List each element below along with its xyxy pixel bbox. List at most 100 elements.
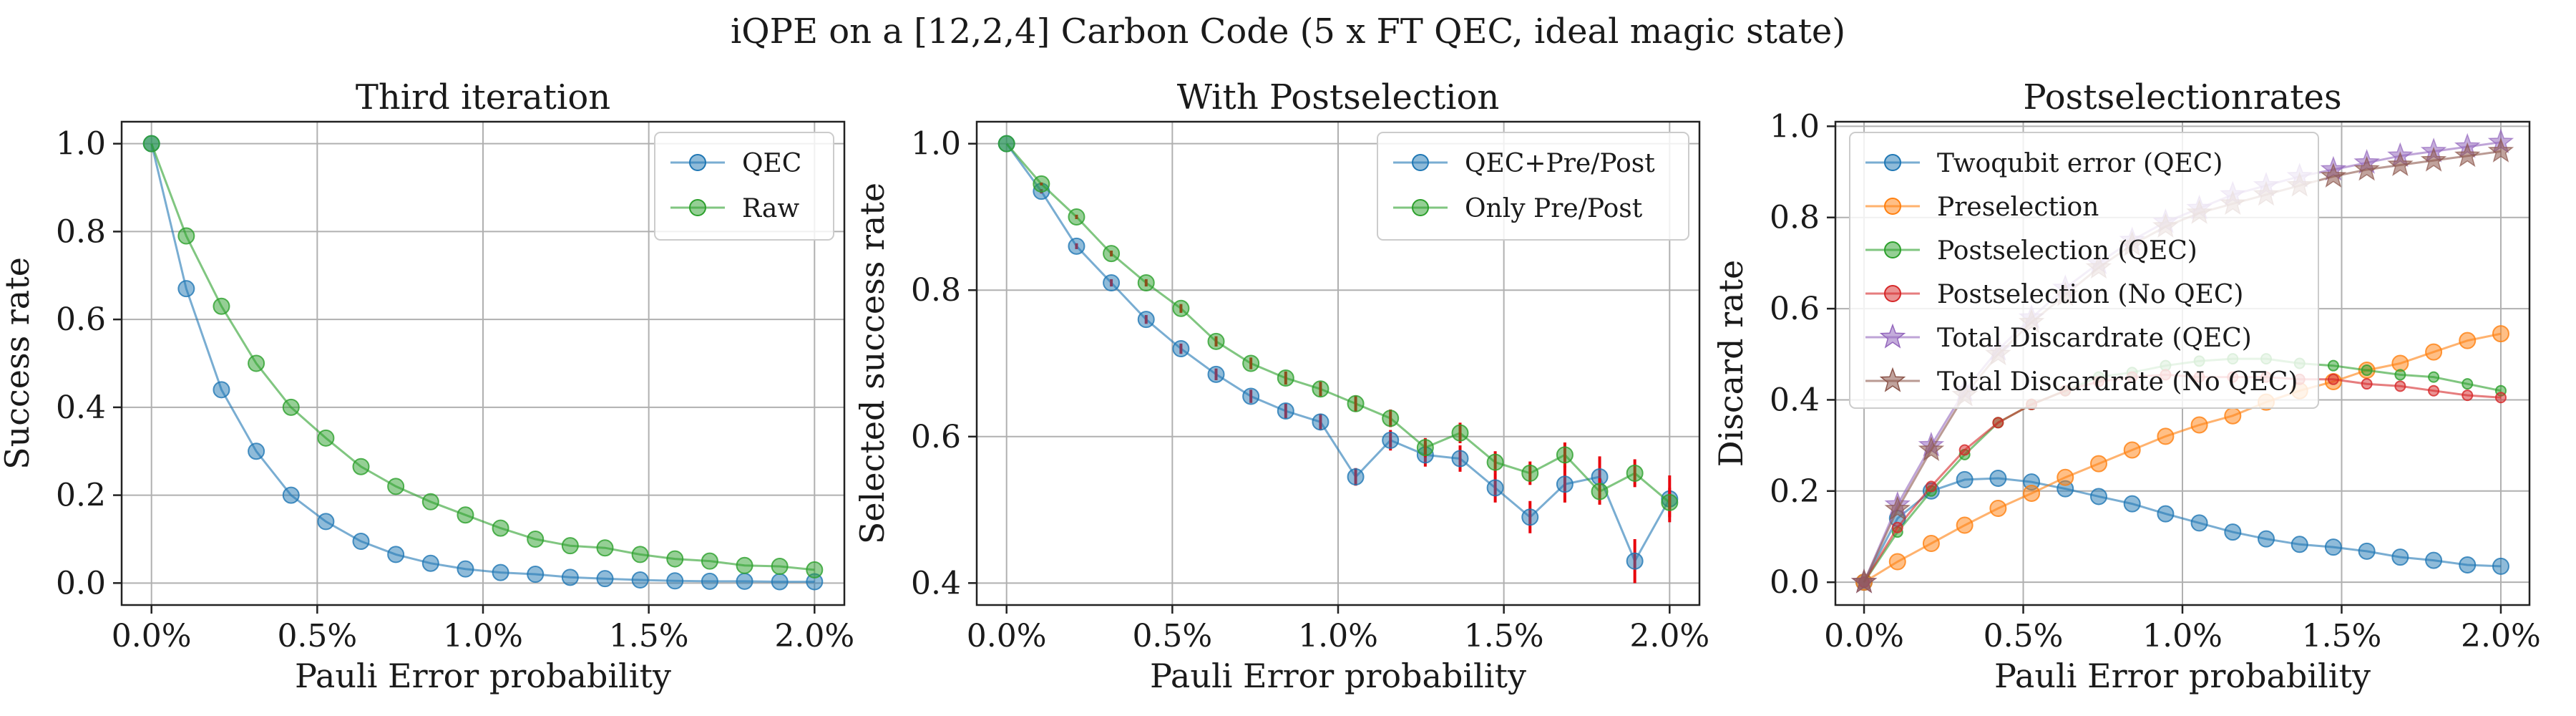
y-tick-label: 0.0 [1770, 564, 1820, 601]
legend-label: Postselection (No QEC) [1937, 280, 2243, 309]
data-point [2224, 407, 2242, 425]
data-point [1172, 299, 1190, 317]
data-point [177, 280, 195, 298]
y-tick-label: 0.2 [1770, 473, 1820, 510]
data-point [1451, 424, 1469, 442]
figure-suptitle: iQPE on a [12,2,4] Carbon Code (5 x FT Q… [731, 11, 1845, 52]
data-point [2320, 163, 2347, 188]
x-tick-label: 1.0% [1298, 618, 1378, 654]
data-point [1207, 332, 1225, 350]
data-point [2454, 142, 2481, 168]
data-point [1992, 417, 2004, 429]
data-point [2258, 530, 2275, 548]
legend-label: Only Pre/Post [1465, 194, 1643, 223]
plot-frame [1834, 120, 2531, 606]
data-point [2428, 371, 2440, 383]
series-only-pre-post [997, 135, 1679, 518]
data-point [527, 530, 545, 548]
y-tick-label: 0.6 [1770, 291, 1820, 327]
legend-frame [1849, 132, 2319, 409]
data-point [2428, 384, 2440, 397]
legend-marker [1412, 199, 1429, 216]
legend-item: Raw [670, 194, 799, 223]
data-point [1956, 470, 1974, 488]
x-tick-label: 2.0% [774, 618, 854, 654]
data-point [1033, 175, 1050, 193]
data-point [666, 550, 684, 568]
legend-label: Preselection [1937, 193, 2099, 222]
data-point [631, 546, 649, 563]
data-point [596, 570, 614, 588]
data-point [2290, 536, 2308, 553]
data-point [771, 558, 789, 575]
data-point [1486, 453, 1504, 471]
legend-marker [689, 154, 706, 171]
legend-frame [1377, 132, 1689, 241]
data-point [317, 513, 335, 531]
data-point [2224, 523, 2242, 541]
data-point [421, 493, 439, 511]
data-point [1850, 569, 1878, 594]
data-point [771, 573, 789, 591]
data-point [1891, 521, 1903, 533]
panel-title: Postselectionrates [2023, 77, 2341, 117]
data-point [457, 506, 474, 524]
data-point [2190, 416, 2208, 434]
data-point [2361, 364, 2373, 377]
data-point [2391, 354, 2409, 372]
data-point [2023, 484, 2041, 502]
series-qec [142, 135, 824, 591]
data-point [2492, 325, 2509, 343]
data-point [1661, 493, 1679, 511]
x-tick-label: 2.0% [2461, 618, 2541, 654]
data-point [1068, 208, 1085, 226]
data-point [2394, 380, 2406, 392]
x-tick-label: 0.0% [967, 618, 1047, 654]
x-axis-label: Pauli Error probability [1150, 657, 1526, 695]
legend-label: Raw [742, 194, 799, 223]
y-tick-label: 0.8 [911, 272, 961, 309]
data-point [492, 563, 509, 581]
data-point [2459, 332, 2477, 349]
legend-item: Only Pre/Post [1393, 194, 1643, 223]
legend-marker [1412, 154, 1429, 171]
data-point [561, 569, 579, 586]
panel-with-postselection: With Postselection 0.0% 0.5% 1.0% 1.5% 2.0% 0.… [853, 77, 1709, 695]
data-point [2190, 514, 2208, 532]
data-point [1382, 410, 1400, 427]
x-tick-label: 1.0% [2142, 618, 2223, 654]
plot-frame [975, 120, 1701, 606]
data-point [2361, 378, 2373, 390]
legend-label: Total Discardrate (No QEC) [1937, 367, 2298, 397]
data-point [1521, 508, 1539, 526]
data-point [1382, 431, 1400, 449]
data-point [2157, 505, 2175, 523]
data-point [2420, 146, 2447, 172]
data-point [2387, 151, 2414, 176]
x-tick-label: 1.5% [2302, 618, 2382, 654]
legend-label: QEC [742, 149, 801, 178]
data-point [1347, 468, 1365, 486]
legend-marker [1884, 285, 1901, 302]
data-point [2487, 137, 2514, 163]
x-tick-label: 0.5% [1132, 618, 1212, 654]
panel-postselection-rates: Postselectionrates 0.0% 0.5% 1.0% 1.5% 2.0% 0.… [1712, 77, 2541, 695]
data-point [387, 478, 405, 495]
data-point [1242, 387, 1260, 405]
data-point [2089, 488, 2107, 505]
y-tick-label: 0.4 [1770, 382, 1820, 418]
data-point [1207, 365, 1225, 383]
data-point [1521, 464, 1539, 482]
data-point [1137, 274, 1155, 291]
data-point [2327, 373, 2339, 385]
data-point [2462, 378, 2474, 390]
legend-marker [1884, 241, 1901, 258]
data-point [248, 354, 265, 372]
legend-item: QEC+Pre/Post [1393, 149, 1655, 178]
y-tick-label: 0.8 [1770, 200, 1820, 236]
data-point [631, 571, 649, 589]
data-point [142, 135, 160, 153]
data-point [1103, 245, 1121, 263]
data-point [282, 398, 300, 416]
